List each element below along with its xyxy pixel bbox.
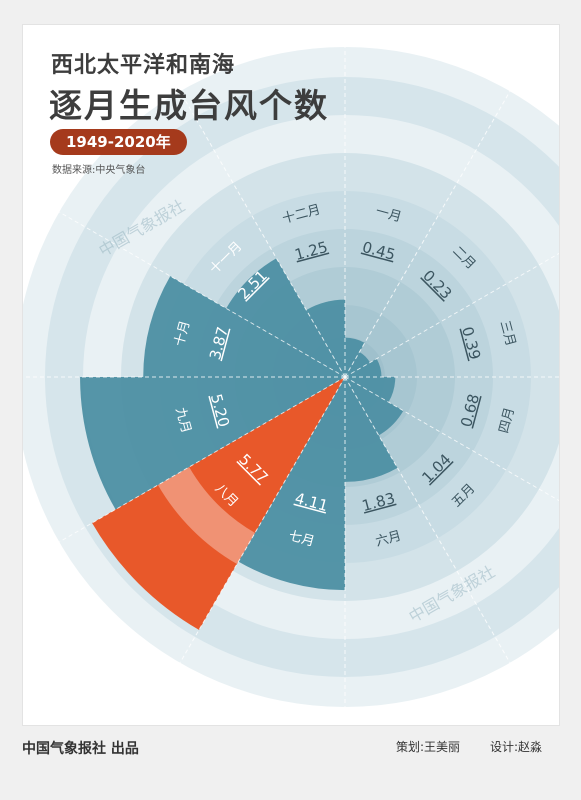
publisher-credit: 中国气象报社 出品: [22, 741, 139, 757]
radial-gridline: [58, 376, 346, 543]
title-line-2: 逐月生成台风个数: [49, 86, 329, 125]
bar-4: [345, 377, 396, 403]
bar-2: [345, 351, 371, 377]
month-label-6: 六月: [374, 529, 403, 550]
month-label-3: 三月: [497, 319, 518, 348]
data-source: 数据来源:中央气象台: [52, 165, 146, 176]
bar-highlight-band: [157, 467, 255, 565]
bar-10: [143, 276, 345, 377]
year-range-badge: 1949-2020年: [50, 129, 187, 155]
bar-5: [345, 377, 404, 436]
month-label-10: 十月: [172, 319, 193, 348]
radial-gridline: [344, 90, 511, 378]
designer-credit: 设计:赵淼: [490, 740, 543, 754]
infographic-card: 0.45 一月 0.23 二月 0.39 三月 0.68 四月 1.04 五月 1.83 六月 4.11…: [22, 24, 560, 726]
radial-gridline: [344, 376, 559, 502]
radial-gridline: [179, 90, 346, 378]
radial-gridline: [58, 211, 346, 378]
month-label-7: 七月: [287, 529, 316, 550]
bar-12: [306, 299, 345, 377]
month-label-9: 九月: [172, 406, 193, 435]
bar-9: [80, 377, 345, 510]
footer: 中国气象报社 出品 策划:王美丽 设计:赵淼: [0, 724, 581, 768]
radial-gridline: [179, 376, 346, 664]
radial-gridline: [344, 252, 559, 378]
title-line-1: 西北太平洋和南海: [51, 53, 236, 78]
bar-7: [238, 377, 345, 591]
bar-11: [226, 258, 345, 377]
month-label-4: 四月: [497, 406, 518, 435]
bar-1: [345, 337, 365, 377]
bar-3: [345, 358, 382, 377]
planner-credit: 策划:王美丽: [396, 740, 461, 754]
month-label-1: 一月: [374, 204, 403, 225]
radial-gridline: [344, 376, 511, 664]
bar-6: [345, 377, 398, 482]
bar-8: [92, 377, 346, 630]
